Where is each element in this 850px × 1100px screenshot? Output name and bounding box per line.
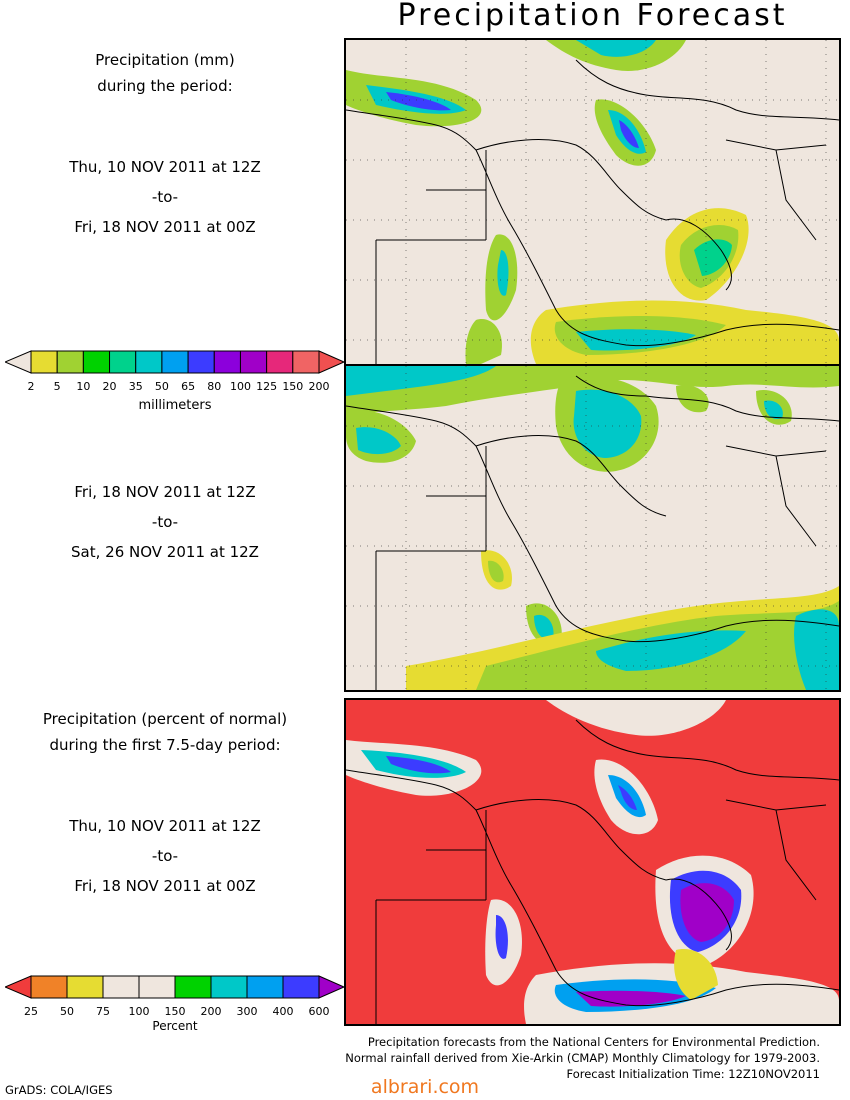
precip-week2-map (346, 366, 839, 690)
colorbar-mm-swatch (56, 350, 84, 374)
colorbar-percent-swatch (30, 975, 68, 999)
colorbar-percent-tick-label: 300 (236, 1005, 258, 1018)
panel1-period: Thu, 10 NOV 2011 at 12Z -to- Fri, 18 NOV… (0, 152, 330, 242)
colorbar-percent-tick-label: 200 (200, 1005, 222, 1018)
colorbar-percent-swatch-low (3, 975, 32, 999)
colorbar-mm-swatch (266, 350, 294, 374)
map-panel-precip-week1 (344, 38, 841, 366)
colorbar-percent-tick-label: 50 (60, 1005, 74, 1018)
colorbar-mm-ticks: 2 5 10 20 35 50 65 80 100 125 150 200 (5, 380, 345, 396)
map-panel-precip-week2 (344, 364, 841, 692)
colorbar-mm-tick-label: 200 (308, 380, 330, 393)
colorbar-percent-swatches (3, 975, 346, 999)
colorbar-mm: 2 5 10 20 35 50 65 80 100 125 150 200 millimeters (3, 350, 346, 413)
colorbar-percent-swatch (66, 975, 104, 999)
panel1-end: Fri, 18 NOV 2011 at 00Z (74, 218, 256, 236)
panel1-heading: Precipitation (mm) during the period: (0, 47, 330, 99)
panel3-heading-line1: Precipitation (percent of normal) (42, 710, 288, 728)
colorbar-mm-swatch (239, 350, 268, 374)
panel3-to: -to- (151, 847, 179, 865)
footer-notes: Precipitation forecasts from the Nationa… (345, 1034, 820, 1082)
colorbar-mm-swatch-high (318, 350, 346, 374)
colorbar-mm-tick-label: 150 (282, 380, 304, 393)
precip-week1-map (346, 40, 839, 364)
panel3-period: Thu, 10 NOV 2011 at 12Z -to- Fri, 18 NOV… (0, 811, 330, 901)
colorbar-percent-swatch (102, 975, 140, 999)
colorbar-mm-swatch (213, 350, 241, 374)
colorbar-percent-swatch (138, 975, 176, 999)
colorbar-mm-swatches (3, 350, 346, 374)
colorbar-percent-tick-label: 25 (24, 1005, 38, 1018)
percent-normal-map (346, 700, 839, 1024)
colorbar-percent: 25 50 75 100 150 200 300 400 600 Percent (3, 975, 346, 1035)
panel2-to: -to- (151, 513, 179, 531)
map-panel-percent-normal (344, 698, 841, 1026)
panel2-start: Fri, 18 NOV 2011 at 12Z (74, 483, 256, 501)
colorbar-percent-tick-label: 600 (308, 1005, 330, 1018)
panel2-end: Sat, 26 NOV 2011 at 12Z (71, 543, 259, 561)
colorbar-percent-swatch (246, 975, 284, 999)
colorbar-mm-swatch (187, 350, 215, 374)
colorbar-mm-tick-label: 65 (181, 380, 196, 393)
colorbar-mm-swatch (161, 350, 189, 374)
colorbar-mm-tick-label: 20 (102, 380, 117, 393)
colorbar-mm-tick-label: 50 (154, 380, 169, 393)
colorbar-mm-swatch (82, 350, 111, 374)
colorbar-percent-units: Percent (152, 1019, 198, 1033)
colorbar-mm-swatch (109, 350, 137, 374)
panel1-start: Thu, 10 NOV 2011 at 12Z (69, 158, 261, 176)
colorbar-mm-swatch-low (3, 350, 32, 374)
colorbar-mm-tick-label: 125 (256, 380, 278, 393)
panel3-start: Thu, 10 NOV 2011 at 12Z (69, 817, 261, 835)
page-title: Precipitation Forecast (397, 0, 788, 33)
panel3-heading-line2: during the first 7.5-day period: (49, 736, 281, 754)
colorbar-mm-swatch (135, 350, 163, 374)
panel2-period: Fri, 18 NOV 2011 at 12Z -to- Sat, 26 NOV… (0, 477, 330, 567)
colorbar-percent-tick-label: 150 (164, 1005, 186, 1018)
panel3-end: Fri, 18 NOV 2011 at 00Z (74, 877, 256, 895)
colorbar-percent-swatch (210, 975, 248, 999)
colorbar-percent-tick-label: 400 (272, 1005, 294, 1018)
colorbar-mm-units: millimeters (138, 398, 212, 413)
colorbar-mm-swatch (30, 350, 58, 374)
colorbar-percent-swatch-high (318, 975, 346, 999)
panel1-to: -to- (151, 188, 179, 206)
colorbar-percent-ticks: 25 50 75 100 150 200 300 400 600 (5, 1005, 345, 1021)
colorbar-mm-tick-label: 5 (53, 380, 61, 393)
footer-line3: Forecast Initialization Time: 12Z10NOV20… (566, 1067, 820, 1081)
colorbar-mm-swatch (292, 350, 320, 374)
panel1-heading-line2: during the period: (97, 77, 233, 95)
grads-credit: GrADS: COLA/IGES (5, 1083, 113, 1097)
colorbar-mm-tick-label: 100 (229, 380, 251, 393)
colorbar-mm-tick-label: 2 (27, 380, 35, 393)
colorbar-mm-tick-label: 80 (207, 380, 222, 393)
panel1-heading-line1: Precipitation (mm) (95, 51, 235, 69)
colorbar-percent-tick-label: 100 (128, 1005, 150, 1018)
colorbar-percent-swatch (282, 975, 320, 999)
footer-line1: Precipitation forecasts from the Nationa… (367, 1035, 820, 1049)
colorbar-mm-tick-label: 10 (76, 380, 91, 393)
watermark: albrari.com (370, 1076, 480, 1098)
colorbar-mm-tick-label: 35 (128, 380, 143, 393)
colorbar-percent-tick-label: 75 (96, 1005, 110, 1018)
colorbar-percent-swatch (174, 975, 212, 999)
panel3-heading: Precipitation (percent of normal) during… (0, 706, 330, 758)
footer-line2: Normal rainfall derived from Xie-Arkin (… (345, 1051, 820, 1065)
